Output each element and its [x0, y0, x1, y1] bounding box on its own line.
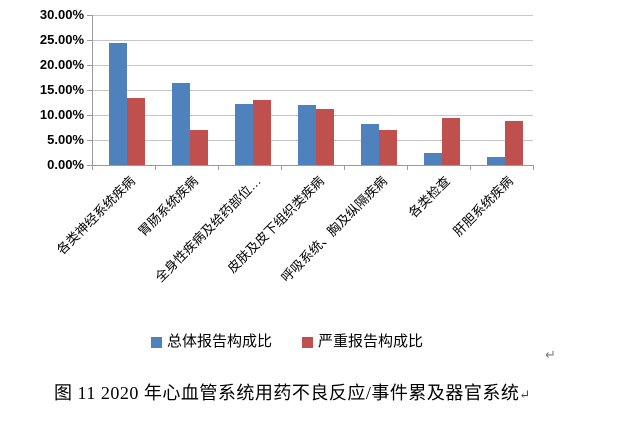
legend-label: 严重报告构成比 [318, 333, 424, 350]
x-axis-tick [92, 165, 93, 170]
x-axis-label: 呼吸系统、胸及纵隔疾病 [278, 173, 391, 286]
y-axis-tick [87, 15, 92, 16]
chart-legend: 总体报告构成比 严重报告构成比 [27, 334, 547, 350]
y-axis-tick [87, 140, 92, 141]
x-axis-tick [344, 165, 345, 170]
y-axis-tick [87, 65, 92, 66]
gridline [92, 65, 533, 66]
bar-series0-cat5 [423, 153, 442, 165]
x-axis-label: 各类检查 [406, 173, 454, 221]
y-axis-tick [87, 90, 92, 91]
x-axis-tick [533, 165, 534, 170]
caption-return-icon: ↵ [519, 387, 531, 402]
y-axis-label: 0.00% [47, 157, 84, 172]
x-axis-label: 全身性疾病及给药部位… [152, 173, 265, 286]
y-axis-tick [87, 115, 92, 116]
figure-caption-text: 图 11 2020 年心血管系统用药不良反应/事件累及器官系统 [54, 383, 520, 403]
y-axis-tick [87, 165, 92, 166]
x-axis-label: 各类神经系统疾病 [54, 173, 139, 258]
x-axis-label: 胃肠系统疾病 [135, 173, 202, 240]
bar-series1-cat4 [378, 130, 397, 165]
y-axis-label: 15.00% [39, 82, 84, 97]
bar-chart: 30.00% 25.00% 20.00% 15.00% 10.00% 5.00% 0.00%… [39, 7, 534, 286]
bar-series0-cat0 [108, 42, 127, 165]
paragraph-return-icon: ↵ [545, 347, 556, 362]
x-axis-tick [407, 165, 408, 170]
x-axis-label: 肝胆系统疾病 [450, 173, 517, 240]
bar-series0-cat1 [171, 83, 190, 165]
legend-item-series1: 严重报告构成比 [302, 334, 423, 350]
y-axis-line [92, 15, 93, 169]
gridline [92, 90, 533, 91]
legend-swatch-icon [150, 336, 162, 348]
bar-series0-cat2 [234, 104, 253, 165]
bar-series1-cat1 [189, 129, 208, 165]
x-axis-tick [470, 165, 471, 170]
y-axis-label: 30.00% [39, 7, 84, 22]
y-axis-tick [87, 40, 92, 41]
y-axis-label: 25.00% [39, 32, 84, 47]
legend-item-series0: 总体报告构成比 [150, 333, 272, 350]
bar-series1-cat5 [441, 117, 460, 165]
bar-series0-cat3 [297, 105, 316, 165]
gridline [92, 15, 533, 16]
x-axis-tick [218, 165, 219, 170]
bar-series0-cat6 [486, 157, 505, 165]
y-axis-label: 10.00% [39, 107, 84, 122]
bar-series1-cat2 [252, 99, 271, 165]
legend-swatch-icon [302, 336, 313, 348]
x-axis-tick [281, 165, 282, 170]
bar-series1-cat3 [315, 109, 334, 165]
bar-series0-cat4 [360, 123, 379, 165]
legend-label: 总体报告构成比 [166, 333, 272, 350]
bar-series1-cat6 [504, 120, 523, 165]
figure-caption: 图 11 2020 年心血管系统用药不良反应/事件累及器官系统↵ [54, 381, 614, 407]
bar-series1-cat0 [126, 97, 145, 165]
x-axis-line [92, 165, 534, 166]
x-axis-tick [155, 165, 156, 170]
y-axis-label: 20.00% [39, 57, 84, 72]
y-axis-label: 5.00% [47, 132, 84, 147]
gridline [92, 40, 533, 41]
